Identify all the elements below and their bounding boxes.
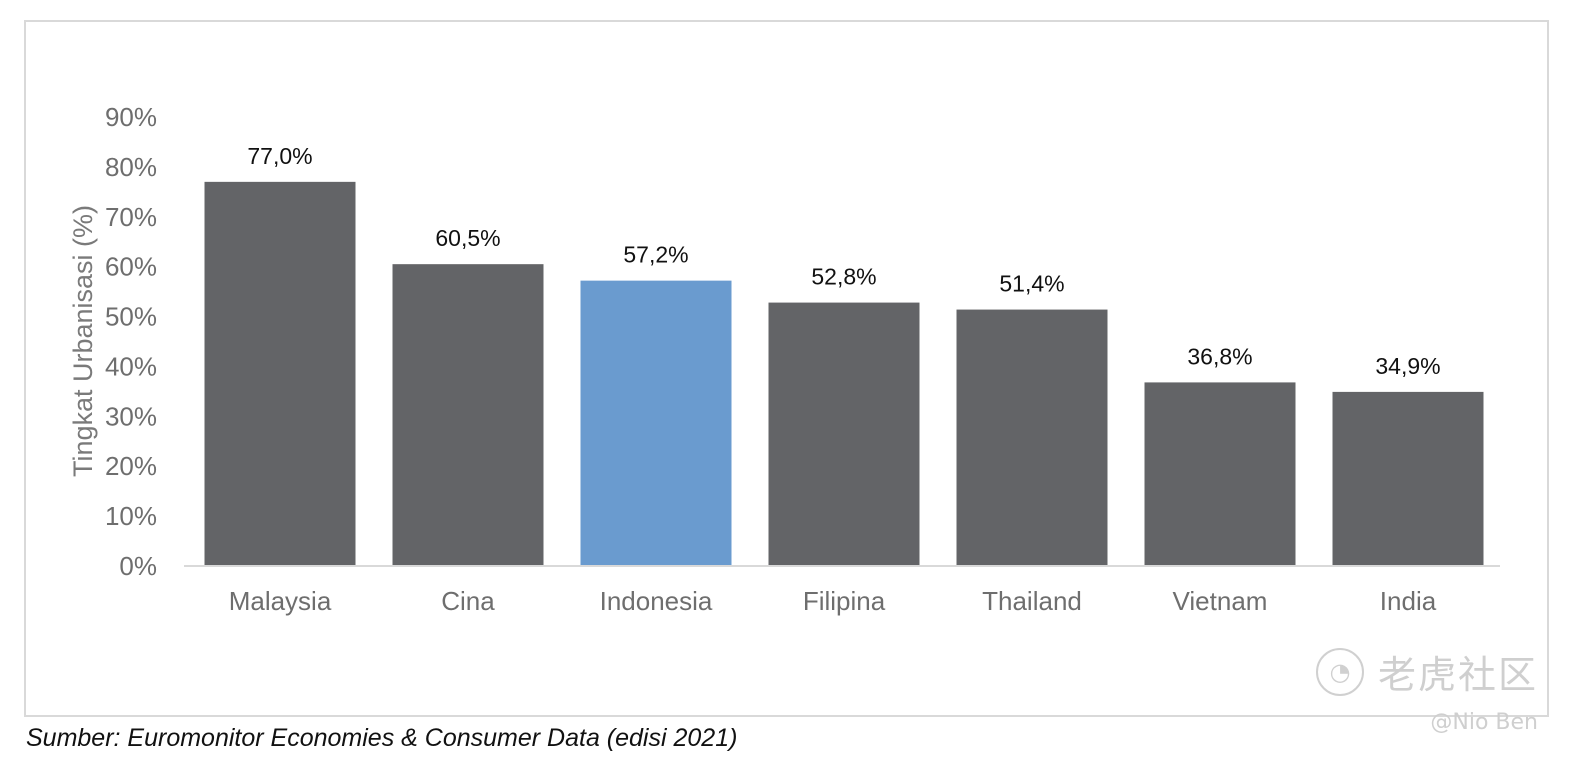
y-tick-label: 80% xyxy=(105,152,157,182)
bar-india xyxy=(1332,391,1484,566)
watermark: ◔ 老虎社区 xyxy=(1315,644,1538,699)
y-axis-title: Tingkat Urbanisasi (%) xyxy=(68,205,98,477)
watermark-text: 老虎社区 xyxy=(1377,653,1538,697)
category-label-thailand: Thailand xyxy=(982,586,1082,616)
y-tick-label: 10% xyxy=(105,501,157,531)
data-label-filipina: 52,8% xyxy=(811,264,876,290)
y-tick-label: 30% xyxy=(105,401,157,431)
data-label-india: 34,9% xyxy=(1375,353,1440,379)
data-label-cina: 60,5% xyxy=(435,225,500,251)
bar-indonesia xyxy=(580,280,732,566)
bars xyxy=(204,181,1484,566)
category-label-malaysia: Malaysia xyxy=(229,586,332,616)
category-label-india: India xyxy=(1380,586,1437,616)
category-labels: Malaysia Cina Indonesia Filipina Thailand Vie… xyxy=(229,586,1437,616)
y-tick-label: 50% xyxy=(105,302,157,332)
bar-vietnam xyxy=(1144,382,1296,566)
data-labels: 77,0% 60,5% 57,2% 52,8% 51,4% 36,8% 34,9% xyxy=(247,143,1440,379)
tiger-logo-icon: ◔ xyxy=(1315,647,1364,696)
bar-cina xyxy=(392,264,544,566)
y-tick-label: 40% xyxy=(105,351,157,381)
bar-thailand xyxy=(956,309,1108,566)
data-label-indonesia: 57,2% xyxy=(623,242,688,268)
y-tick-label: 90% xyxy=(105,102,157,132)
y-axis-ticks: 0% 10% 20% 30% 40% 50% 60% 70% 80% 90% xyxy=(105,102,157,581)
y-tick-label: 70% xyxy=(105,202,157,232)
category-label-filipina: Filipina xyxy=(803,586,886,616)
watermark-handle: @Nio Ben xyxy=(1430,710,1538,735)
y-tick-label: 20% xyxy=(105,451,157,481)
y-tick-label: 60% xyxy=(105,252,157,282)
y-tick-label: 0% xyxy=(119,551,157,581)
bar-filipina xyxy=(768,302,920,566)
data-label-vietnam: 36,8% xyxy=(1187,343,1252,369)
source-note: Sumber: Euromonitor Economies & Consumer… xyxy=(26,724,738,752)
bar-malaysia xyxy=(204,181,356,566)
category-label-cina: Cina xyxy=(441,586,495,616)
category-label-indonesia: Indonesia xyxy=(600,586,713,616)
category-label-vietnam: Vietnam xyxy=(1173,586,1268,616)
data-label-malaysia: 77,0% xyxy=(247,143,312,169)
data-label-thailand: 51,4% xyxy=(999,271,1064,297)
